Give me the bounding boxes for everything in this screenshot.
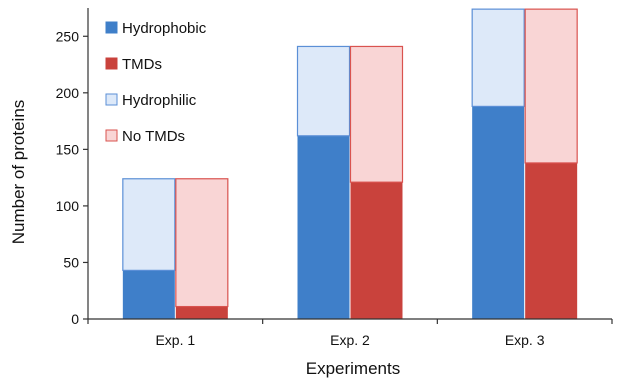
y-tick-label: 0 xyxy=(71,311,79,327)
bar-hydrophobic-2 xyxy=(297,135,350,319)
bar-tmds-2 xyxy=(350,182,403,319)
bar-no-tmds-1 xyxy=(175,178,229,308)
y-axis-title: Number of proteins xyxy=(9,100,28,245)
bar-no-tmds-2 xyxy=(349,45,404,183)
legend-swatch-hydrophilic xyxy=(105,93,118,106)
legend-label-hydrophobic: Hydrophobic xyxy=(122,20,207,37)
y-tick-label: 200 xyxy=(56,85,80,101)
bar-no-tmds-3 xyxy=(524,8,578,164)
y-ticks: 0 50 100 150 200 250 xyxy=(56,28,88,327)
bar-hydrophilic-3 xyxy=(471,8,525,107)
y-tick-label: 250 xyxy=(56,28,80,44)
legend-label-tmds: TMDs xyxy=(122,56,162,73)
legend-swatch-tmds xyxy=(105,57,118,70)
x-axis-title: Experiments xyxy=(306,359,400,378)
x-ticks: Exp. 1 Exp. 2 Exp. 3 xyxy=(87,319,613,348)
x-tick-label: Exp. 3 xyxy=(505,332,545,348)
bar-tmds-3 xyxy=(525,162,578,319)
legend: Hydrophobic TMDs Hydrophilic No TMDs xyxy=(105,20,207,145)
bar-hydrophilic-2 xyxy=(296,45,351,137)
y-tick-label: 150 xyxy=(56,141,80,157)
bar-tmds-1 xyxy=(175,306,228,319)
legend-swatch-hydrophobic xyxy=(105,21,118,34)
bar-hydrophilic-1 xyxy=(122,178,176,271)
y-tick-label: 50 xyxy=(63,254,79,270)
x-tick-label: Exp. 2 xyxy=(330,332,370,348)
legend-label-no-tmds: No TMDs xyxy=(122,128,185,145)
bar-hydrophobic-3 xyxy=(472,106,525,319)
bars-layer xyxy=(122,8,578,319)
legend-swatch-no-tmds xyxy=(105,129,118,142)
y-tick-label: 100 xyxy=(56,198,80,214)
bar-hydrophobic-1 xyxy=(122,270,175,319)
legend-label-hydrophilic: Hydrophilic xyxy=(122,92,197,109)
x-tick-label: Exp. 1 xyxy=(155,332,195,348)
